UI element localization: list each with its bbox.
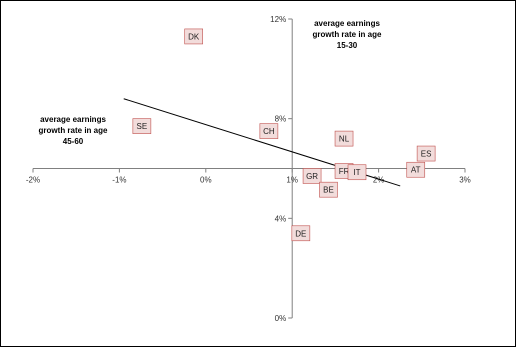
y-tick-label: 8% bbox=[275, 115, 287, 124]
x-tick-label: -2% bbox=[26, 176, 40, 185]
data-point-label: ES bbox=[421, 150, 432, 159]
y-tick-label: 0% bbox=[275, 314, 287, 323]
y-axis-title-line: growth rate in age bbox=[313, 30, 382, 39]
data-point-label: AT bbox=[411, 166, 421, 175]
data-point-label: DK bbox=[188, 32, 200, 41]
x-tick-label: 3% bbox=[459, 176, 471, 185]
data-point-label: BE bbox=[323, 186, 334, 195]
data-point-nl: NL bbox=[334, 130, 354, 147]
data-point-marker bbox=[347, 164, 367, 181]
data-point-label: IT bbox=[353, 168, 360, 177]
data-point-label: GR bbox=[306, 172, 318, 181]
x-tick-label: 2% bbox=[373, 176, 385, 185]
data-point-se: SE bbox=[132, 118, 152, 134]
x-axis-title-line: average earnings bbox=[40, 115, 106, 124]
data-point-marker bbox=[406, 161, 426, 178]
data-point-marker bbox=[416, 145, 436, 162]
x-tick-label: -1% bbox=[112, 176, 126, 185]
y-axis-title-line: 15-30 bbox=[337, 41, 358, 50]
x-tick-label: 1% bbox=[286, 176, 298, 185]
y-tick-label: 12% bbox=[270, 15, 286, 24]
data-point-label: FR bbox=[339, 167, 350, 176]
data-point-at: AT bbox=[406, 161, 426, 178]
data-point-es: ES bbox=[416, 145, 436, 162]
data-point-marker bbox=[291, 225, 311, 242]
data-point-ch: CH bbox=[259, 123, 279, 139]
data-point-marker bbox=[132, 118, 152, 134]
axis-titles: average earnings growth rate in age 15-30a… bbox=[39, 19, 382, 146]
x-axis-title: average earnings growth rate in age 45-60 bbox=[39, 115, 108, 146]
y-axis-title-line: average earnings bbox=[314, 19, 380, 28]
data-point-marker bbox=[319, 181, 338, 198]
y-axis-title: average earnings growth rate in age 15-30 bbox=[313, 19, 382, 50]
data-point-marker bbox=[259, 123, 279, 139]
data-point-label: DE bbox=[295, 229, 306, 238]
y-tick-label: 4% bbox=[275, 214, 287, 223]
points-group: DK SE CH NL ES FR IT AT GR BE DE bbox=[132, 28, 436, 242]
axes: -2% -1% 0% 1% 2% 3% 0% 4% 8% 12% bbox=[26, 15, 471, 323]
data-point-be: BE bbox=[319, 181, 338, 198]
data-point-dk: DK bbox=[184, 28, 204, 45]
data-point-label: SE bbox=[137, 122, 148, 131]
data-point-gr: GR bbox=[302, 168, 322, 184]
x-axis-title-line: 45-60 bbox=[63, 137, 84, 146]
data-point-de: DE bbox=[291, 225, 311, 242]
x-tick-label: 0% bbox=[200, 176, 212, 185]
data-point-label: CH bbox=[263, 127, 275, 136]
data-point-it: IT bbox=[347, 164, 367, 181]
data-point-label: NL bbox=[339, 135, 350, 144]
x-axis-title-line: growth rate in age bbox=[39, 126, 108, 135]
data-point-marker bbox=[184, 28, 204, 45]
data-point-marker bbox=[334, 130, 354, 147]
data-point-marker bbox=[302, 168, 322, 184]
